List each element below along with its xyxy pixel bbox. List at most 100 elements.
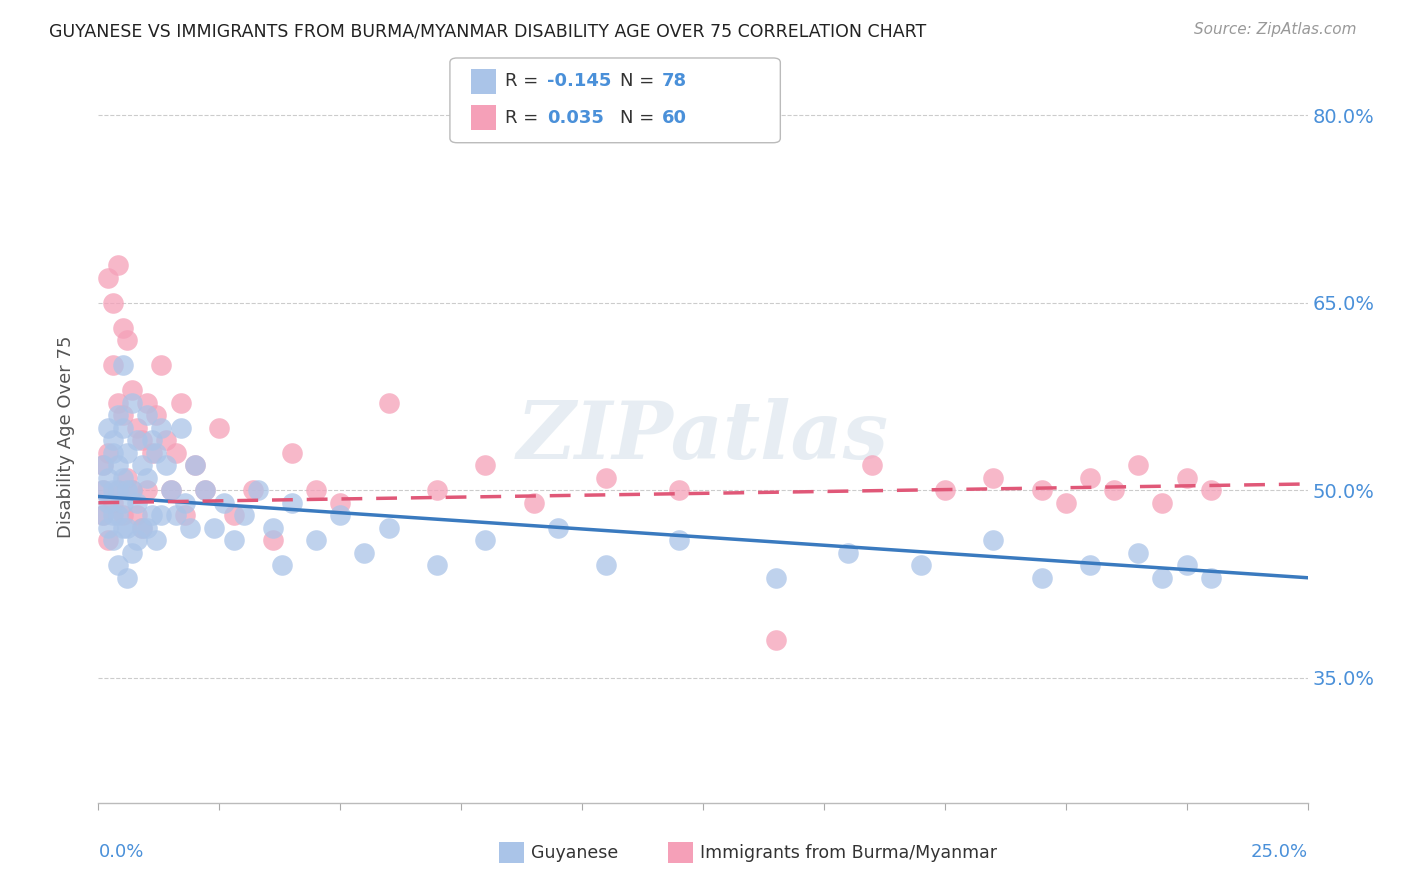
Text: R =: R =: [505, 109, 550, 127]
Text: N =: N =: [620, 72, 659, 90]
Point: [305, 533, 328, 548]
Point: [101, 434, 124, 448]
Point: [127, 533, 149, 548]
Point: [97, 496, 120, 510]
Point: [262, 533, 284, 548]
Point: [91, 458, 114, 473]
Point: [117, 521, 139, 535]
Point: [860, 458, 883, 473]
Point: [97, 471, 120, 485]
Point: [111, 358, 134, 372]
Point: [262, 521, 284, 535]
Point: [1078, 558, 1101, 573]
Text: 60: 60: [662, 109, 688, 127]
Point: [668, 533, 690, 548]
Point: [131, 521, 153, 535]
Point: [107, 483, 129, 498]
Text: N =: N =: [620, 109, 659, 127]
Point: [135, 471, 157, 485]
Point: [184, 458, 207, 473]
Point: [131, 458, 153, 473]
Point: [160, 483, 183, 498]
Point: [353, 546, 375, 560]
Point: [194, 483, 217, 498]
Point: [150, 358, 173, 372]
Point: [271, 558, 294, 573]
Point: [107, 258, 129, 272]
Point: [111, 521, 134, 535]
Point: [547, 521, 569, 535]
Point: [981, 533, 1004, 548]
Point: [242, 483, 264, 498]
Point: [97, 533, 120, 548]
Point: [101, 358, 124, 372]
Point: [107, 558, 129, 573]
Point: [101, 295, 124, 310]
Point: [107, 508, 129, 523]
Point: [117, 483, 139, 498]
Point: [111, 420, 134, 434]
Point: [281, 446, 304, 460]
Point: [765, 633, 787, 648]
Point: [91, 483, 114, 498]
Point: [1152, 571, 1174, 585]
Point: [101, 496, 124, 510]
Point: [97, 521, 120, 535]
Point: [247, 483, 270, 498]
Point: [101, 508, 124, 523]
Point: [101, 446, 124, 460]
Point: [127, 434, 149, 448]
Point: [145, 446, 167, 460]
Point: [127, 420, 149, 434]
Point: [135, 483, 157, 498]
Point: [141, 508, 163, 523]
Point: [174, 496, 197, 510]
Point: [1102, 483, 1125, 498]
Point: [121, 483, 143, 498]
Point: [141, 446, 163, 460]
Point: [765, 571, 787, 585]
Point: [426, 558, 449, 573]
Point: [121, 546, 143, 560]
Point: [111, 496, 134, 510]
Point: [91, 458, 114, 473]
Point: [101, 483, 124, 498]
Point: [595, 558, 617, 573]
Point: [204, 521, 226, 535]
Point: [111, 471, 134, 485]
Text: -0.145: -0.145: [547, 72, 612, 90]
Point: [222, 533, 245, 548]
Text: 0.0%: 0.0%: [98, 843, 143, 861]
Point: [179, 521, 201, 535]
Point: [117, 471, 139, 485]
Point: [121, 395, 143, 409]
Point: [305, 483, 328, 498]
Point: [222, 508, 245, 523]
Point: [107, 395, 129, 409]
Point: [97, 270, 120, 285]
Point: [668, 483, 690, 498]
Point: [194, 483, 217, 498]
Point: [329, 496, 352, 510]
Point: [135, 395, 157, 409]
Point: [127, 496, 149, 510]
Point: [117, 571, 139, 585]
Point: [184, 458, 207, 473]
Point: [474, 458, 496, 473]
Point: [212, 496, 235, 510]
Point: [111, 320, 134, 334]
Point: [117, 333, 139, 347]
Point: [1199, 483, 1222, 498]
Point: [232, 508, 254, 523]
Point: [121, 483, 143, 498]
Point: [474, 533, 496, 548]
Text: Immigrants from Burma/Myanmar: Immigrants from Burma/Myanmar: [700, 844, 997, 862]
Text: Source: ZipAtlas.com: Source: ZipAtlas.com: [1194, 22, 1357, 37]
Point: [155, 458, 177, 473]
Point: [145, 533, 167, 548]
Point: [165, 508, 187, 523]
Text: Guyanese: Guyanese: [531, 844, 619, 862]
Point: [169, 420, 191, 434]
Point: [141, 434, 163, 448]
Point: [1031, 483, 1053, 498]
